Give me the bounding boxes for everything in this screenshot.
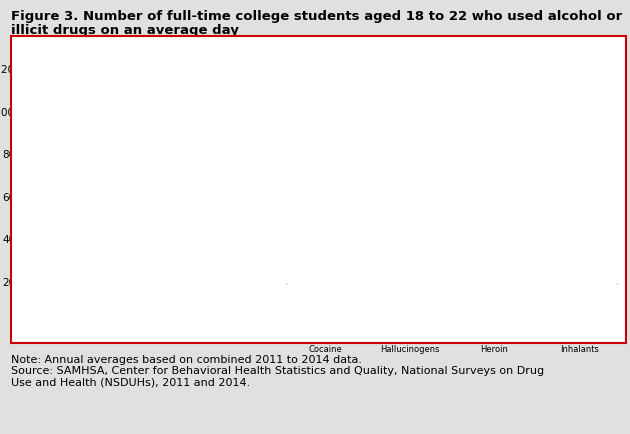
Text: Note: Annual averages based on combined 2011 to 2014 data.
Source: SAMHSA, Cente: Note: Annual averages based on combined … [11, 354, 544, 387]
Text: 3,341: 3,341 [567, 324, 591, 333]
Text: 3,341: 3,341 [564, 210, 594, 220]
Bar [386, 134, 433, 284]
Text: 11,338: 11,338 [311, 324, 340, 332]
Text: 11,338: 11,338 [307, 64, 343, 74]
Bar [302, 110, 348, 284]
Text: 703,759: 703,759 [197, 158, 240, 168]
Bar [190, 174, 248, 323]
Text: Figure 3. Number of full-time college students aged 18 to 22 who used alcohol or: Figure 3. Number of full-time college st… [11, 10, 622, 23]
Text: 4,570: 4,570 [483, 324, 507, 333]
Bar [83, 78, 141, 323]
Text: 1,158,415: 1,158,415 [86, 60, 139, 70]
Text: 9,808: 9,808 [395, 108, 425, 118]
Text: illicit drugs on an average day: illicit drugs on an average day [11, 24, 239, 37]
Bar [556, 233, 602, 284]
Bar [471, 214, 518, 284]
Text: 9,808: 9,808 [398, 324, 421, 332]
Text: 4,570: 4,570 [479, 170, 509, 180]
